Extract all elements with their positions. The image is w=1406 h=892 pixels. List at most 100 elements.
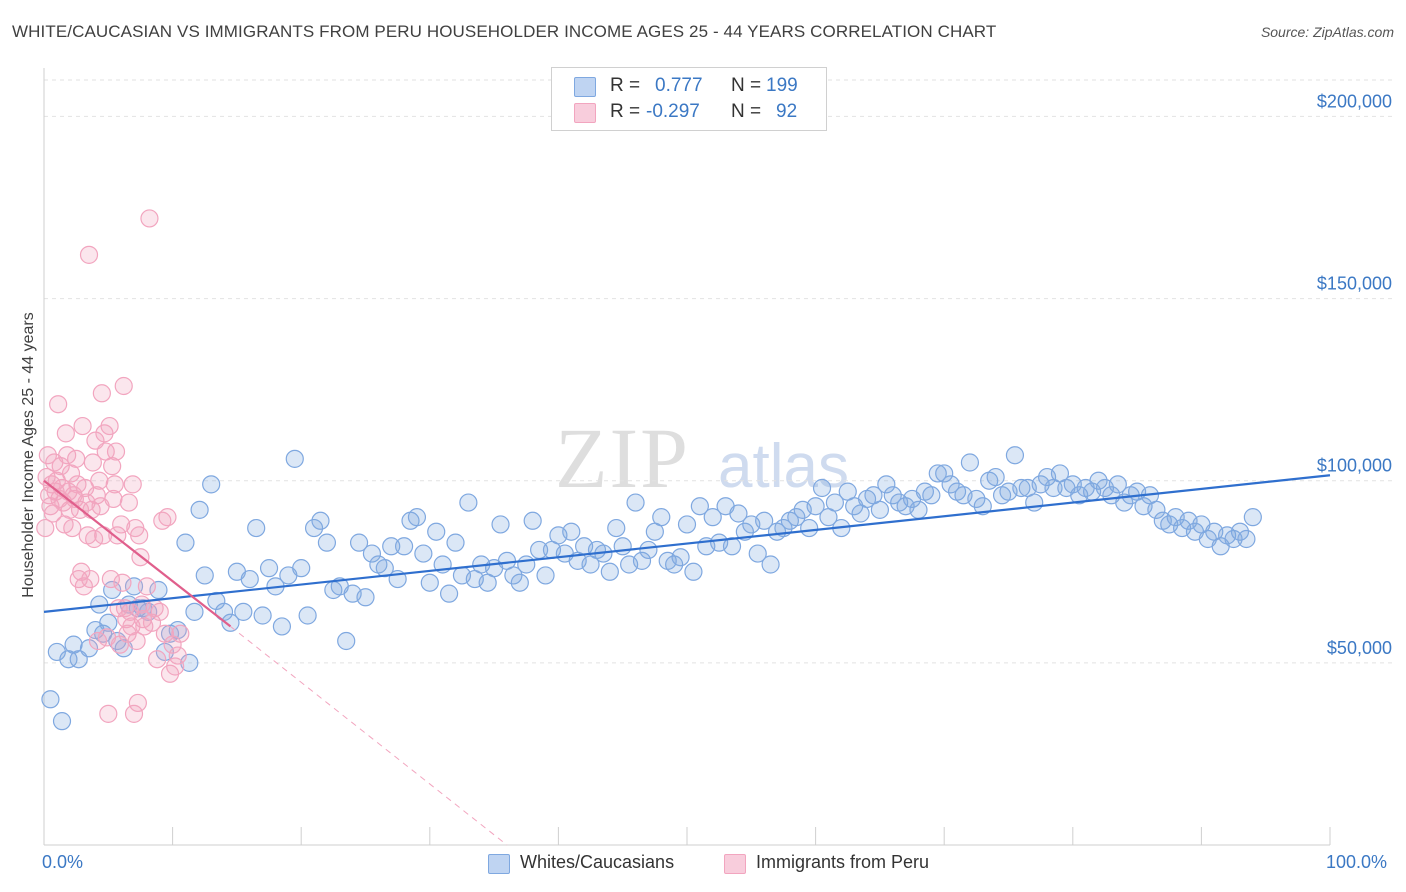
legend-n-value: 92 <box>776 101 798 122</box>
point-whites <box>394 537 414 556</box>
point-whites <box>639 540 658 560</box>
legend-swatch-blue <box>574 77 596 97</box>
point-whites <box>800 518 819 538</box>
point-whites <box>510 573 529 592</box>
point-peru <box>83 453 102 472</box>
point-whites <box>349 533 369 552</box>
point-whites <box>285 449 304 468</box>
point-whites <box>504 566 523 585</box>
point-peru <box>56 424 75 443</box>
point-whites <box>1089 471 1108 490</box>
point-whites <box>677 515 697 534</box>
series-label-peru: Immigrants from Peru <box>756 852 930 872</box>
point-peru <box>63 518 82 538</box>
point-whites <box>626 493 645 512</box>
point-peru <box>49 395 68 414</box>
svg-text:ZIP: ZIP <box>555 410 690 506</box>
trendline-whites <box>43 474 1331 613</box>
point-whites <box>600 562 619 581</box>
point-whites <box>234 602 253 621</box>
point-whites <box>149 580 168 600</box>
point-peru <box>92 384 111 403</box>
legend-n-label: N = <box>731 101 762 122</box>
point-peru <box>119 493 138 512</box>
point-whites <box>922 486 941 505</box>
point-whites <box>439 584 459 603</box>
point-peru <box>133 610 153 629</box>
watermark: ZIP atlas <box>555 410 849 506</box>
point-whites <box>607 518 626 538</box>
source-label: Source: ZipAtlas.com <box>1260 24 1394 40</box>
svg-text:atlas: atlas <box>718 432 849 501</box>
point-whites <box>446 533 465 552</box>
point-whites <box>941 475 960 494</box>
point-whites <box>99 613 118 632</box>
legend-swatch-pink <box>574 103 596 123</box>
legend-r-label: R = <box>610 101 641 122</box>
point-peru <box>38 446 57 465</box>
point-peru <box>158 508 177 527</box>
point-whites <box>176 533 195 552</box>
trend-lines <box>43 474 1331 846</box>
axes <box>43 68 1331 846</box>
point-whites <box>41 690 60 709</box>
point-whites <box>909 500 928 519</box>
point-peru <box>123 475 142 494</box>
point-peru <box>124 704 144 723</box>
point-whites <box>755 511 774 530</box>
point-peru <box>88 631 108 651</box>
point-whites <box>986 467 1005 487</box>
point-peru <box>148 650 167 669</box>
point-whites <box>729 504 748 523</box>
y-tick-label: $150,000 <box>1317 274 1392 294</box>
point-peru <box>108 526 127 545</box>
y-axis-title: Householder Income Ages 25 - 44 years <box>20 312 37 598</box>
point-whites <box>1025 493 1044 512</box>
point-whites <box>1108 475 1127 494</box>
point-whites <box>883 486 902 505</box>
point-whites <box>935 464 954 483</box>
point-peru <box>99 704 118 723</box>
legend-n-value: 199 <box>766 75 798 96</box>
point-whites <box>52 712 72 731</box>
point-whites <box>632 551 652 570</box>
x-min-label: 0.0% <box>42 852 84 872</box>
point-whites <box>356 588 375 607</box>
point-whites <box>240 569 259 589</box>
y-tick-labels: $50,000 $100,000 $150,000 $200,000 <box>1317 91 1392 657</box>
point-peru <box>140 209 159 228</box>
point-whites <box>247 518 266 538</box>
point-whites <box>337 631 356 651</box>
point-whites <box>973 497 992 516</box>
point-peru <box>171 624 190 643</box>
point-peru <box>73 416 92 436</box>
point-whites <box>1224 529 1243 549</box>
point-whites <box>1147 500 1166 519</box>
point-whites <box>928 464 947 483</box>
point-whites <box>362 544 382 563</box>
point-whites <box>967 489 986 509</box>
point-whites <box>202 475 221 494</box>
point-whites <box>748 544 767 563</box>
point-whites <box>317 533 337 552</box>
point-peru <box>168 646 187 665</box>
point-peru <box>106 442 126 461</box>
point-peru <box>105 475 124 494</box>
point-whites <box>407 508 427 527</box>
point-whites <box>825 493 844 512</box>
point-peru <box>103 457 122 476</box>
point-whites <box>1230 522 1250 541</box>
point-whites <box>703 508 722 527</box>
point-whites <box>459 493 478 512</box>
point-whites <box>1237 529 1256 549</box>
trendline-peru <box>43 479 232 628</box>
point-peru <box>112 515 131 534</box>
point-whites <box>877 475 896 494</box>
y-tick-label: $50,000 <box>1327 638 1392 658</box>
point-peru <box>90 471 109 490</box>
point-whites <box>298 606 317 625</box>
point-peru <box>85 529 104 549</box>
point-peru <box>137 577 156 596</box>
point-whites <box>253 606 272 625</box>
point-whites <box>190 500 209 519</box>
